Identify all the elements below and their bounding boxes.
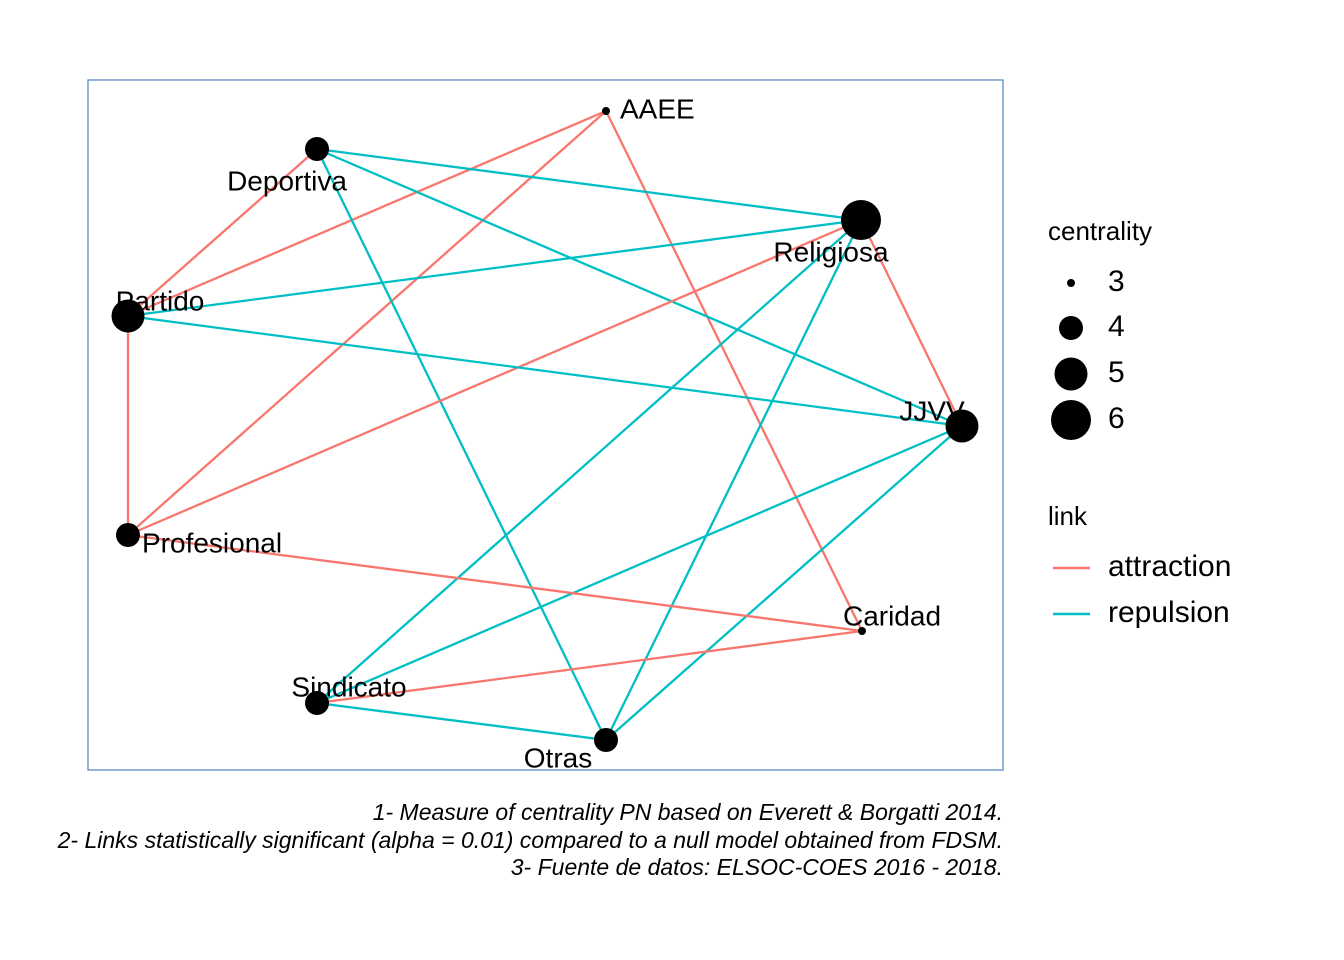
node-partido <box>111 299 145 333</box>
legend-centrality-key-6 <box>1051 400 1091 440</box>
edge-attraction-aaee-partido <box>127 109 607 318</box>
legend-centrality-label-5: 5 <box>1108 356 1125 389</box>
node-caridad <box>858 627 866 635</box>
edge-repulsion-deportiva-otras <box>315 148 608 741</box>
legend-centrality-keys: 3 4 5 6 <box>1051 265 1125 440</box>
node-jjvv <box>945 409 979 443</box>
edge-repulsion-partido-jjvv <box>127 314 963 428</box>
legend-link-keys: attraction repulsion <box>1053 550 1231 629</box>
edge-repulsion-religiosa-otras <box>604 219 863 741</box>
edge-repulsion-deportiva-jjvv <box>316 147 963 428</box>
legend: centrality 3 4 5 6 link attraction repulsion <box>1048 216 1231 629</box>
node-label-religiosa: Religiosa <box>773 236 889 267</box>
legend-centrality-label-6: 6 <box>1108 402 1125 435</box>
node-otras <box>594 728 618 752</box>
edge-attraction-religiosa-profesional <box>127 218 862 537</box>
legend-link-label-attraction: attraction <box>1108 550 1231 583</box>
edge-repulsion-jjvv-otras <box>605 425 963 741</box>
node-label-sindicato: Sindicato <box>291 671 406 702</box>
node-label-caridad: Caridad <box>843 600 941 631</box>
node-label-aaee: AAEE <box>620 93 695 124</box>
legend-centrality-label-3: 3 <box>1108 265 1125 298</box>
legend-centrality-label-4: 4 <box>1108 310 1125 343</box>
caption-line-1: 1- Measure of centrality PN based on Eve… <box>373 799 1003 825</box>
node-aaee <box>602 107 610 115</box>
legend-link-title: link <box>1048 501 1088 531</box>
node-sindicato <box>305 691 329 715</box>
node-label-partido: Partido <box>116 285 205 316</box>
edge-attraction-religiosa-jjvv <box>859 219 964 427</box>
edges-layer <box>126 109 964 742</box>
edge-repulsion-religiosa-sindicato <box>316 219 862 704</box>
edge-repulsion-deportiva-religiosa <box>316 147 862 222</box>
edge-repulsion-jjvv-sindicato <box>316 424 963 705</box>
edge-attraction-deportiva-partido <box>127 148 318 317</box>
legend-centrality-key-3 <box>1067 279 1075 287</box>
edge-repulsion-sindicato-otras <box>316 701 607 742</box>
legend-link-label-repulsion: repulsion <box>1108 596 1230 629</box>
edge-attraction-aaee-profesional <box>127 110 607 536</box>
node-label-profesional: Profesional <box>142 527 282 558</box>
edge-repulsion-religiosa-partido <box>127 218 862 318</box>
edge-attraction-aaee-caridad <box>604 110 864 632</box>
legend-centrality-key-5 <box>1054 357 1088 391</box>
legend-centrality-key-4 <box>1059 316 1083 340</box>
node-label-otras: Otras <box>524 742 592 773</box>
caption: 1- Measure of centrality PN based on Eve… <box>57 799 1003 880</box>
edge-attraction-profesional-caridad <box>127 533 863 633</box>
node-deportiva <box>305 137 329 161</box>
node-religiosa <box>841 200 881 240</box>
edge-attraction-caridad-sindicato <box>316 629 863 705</box>
legend-centrality-title: centrality <box>1048 216 1152 246</box>
labels-layer: AAEE Deportiva Religiosa Partido JJVV Profesi… <box>116 93 965 773</box>
node-profesional <box>116 523 140 547</box>
caption-line-2: 2- Links statistically significant (alph… <box>57 827 1003 853</box>
caption-line-3: 3- Fuente de datos: ELSOC-COES 2016 - 20… <box>511 854 1003 880</box>
plot-panel <box>87 79 1004 771</box>
node-label-jjvv: JJVV <box>899 395 965 426</box>
node-label-deportiva: Deportiva <box>227 165 347 196</box>
nodes-layer <box>111 107 979 752</box>
